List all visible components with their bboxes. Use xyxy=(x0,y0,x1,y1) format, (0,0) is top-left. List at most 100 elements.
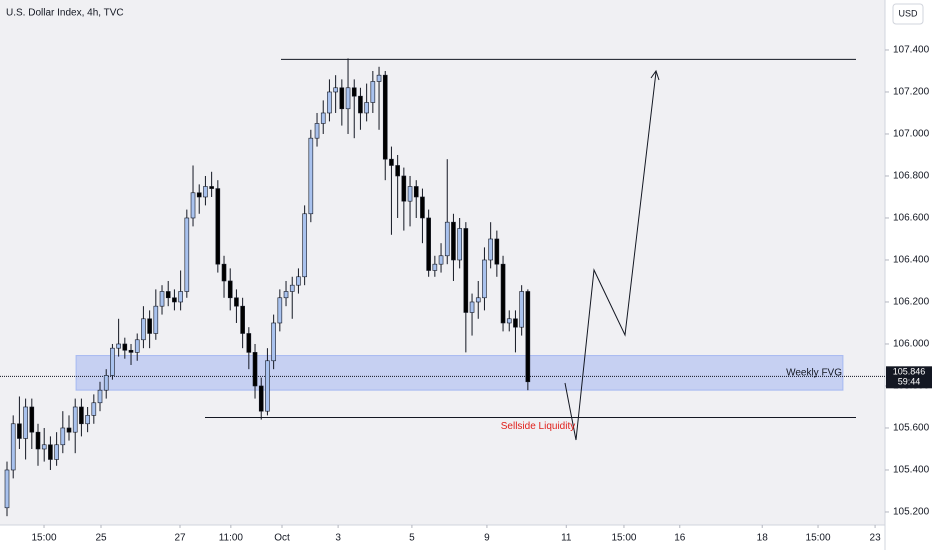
price-badge xyxy=(886,366,932,389)
candle-body xyxy=(79,406,84,425)
projection-path xyxy=(564,71,657,441)
countdown: 59:44 xyxy=(898,377,921,387)
y-tick-label: 106.000 xyxy=(893,339,930,350)
candle-body xyxy=(451,221,456,261)
candle-body xyxy=(376,74,382,82)
candle-body xyxy=(29,406,35,433)
x-tick-label: 5 xyxy=(409,533,415,544)
candle-body xyxy=(289,284,295,292)
candle-body xyxy=(116,343,121,349)
candle-body xyxy=(60,427,66,446)
candle-body xyxy=(339,87,345,110)
y-tick-label: 107.400 xyxy=(893,45,930,56)
candle-body xyxy=(519,291,524,328)
x-tick-label: 27 xyxy=(174,533,186,544)
chart-title: U.S. Dollar Index, 4h, TVC xyxy=(6,8,124,19)
candle-body xyxy=(370,81,376,103)
candle-body xyxy=(345,87,351,110)
candle-body xyxy=(252,352,258,387)
candle-body xyxy=(234,297,239,307)
candle-body xyxy=(196,192,202,198)
y-tick-label: 105.600 xyxy=(893,423,930,434)
candle-body xyxy=(240,305,245,334)
candle-body xyxy=(122,343,128,351)
candle-body xyxy=(506,318,512,324)
candle-body xyxy=(320,112,326,124)
candle-body xyxy=(54,444,59,460)
x-tick-label: Oct xyxy=(274,533,290,544)
y-tick-label: 106.600 xyxy=(893,213,930,224)
x-tick-label: 23 xyxy=(870,533,882,544)
x-tick-label: 15:00 xyxy=(32,533,57,544)
candle-body xyxy=(203,186,208,198)
candle-body xyxy=(525,291,531,383)
candle-body xyxy=(66,427,72,433)
candle-body xyxy=(407,186,413,202)
projection-arrowhead xyxy=(650,69,660,81)
candle-body xyxy=(413,186,419,198)
candle-body xyxy=(209,186,214,189)
currency-box[interactable] xyxy=(892,3,924,25)
candle-body xyxy=(128,349,134,353)
candle-body xyxy=(258,385,264,412)
candle-body xyxy=(190,192,196,219)
candle-body xyxy=(382,74,388,160)
candle-body xyxy=(308,137,314,215)
candle-body xyxy=(469,301,475,313)
candle-body xyxy=(482,259,487,299)
candle-body xyxy=(85,415,90,425)
y-tick-label: 106.200 xyxy=(893,297,930,308)
candle-body xyxy=(401,175,407,202)
candle-body xyxy=(302,213,307,278)
sellside-label: Sellside Liquidity xyxy=(501,421,576,432)
y-tick-label: 106.400 xyxy=(893,255,930,266)
candle-body xyxy=(110,347,115,376)
candle-body xyxy=(389,158,394,166)
candle-body xyxy=(147,318,152,334)
x-tick-label: 15:00 xyxy=(611,533,636,544)
x-tick-label: 11 xyxy=(561,533,572,544)
x-tick-label: 9 xyxy=(484,533,490,544)
candle-body xyxy=(513,318,518,328)
candle-body xyxy=(221,263,227,282)
candle-body xyxy=(494,238,500,265)
x-tick-label: 15:00 xyxy=(806,533,831,544)
candle-body xyxy=(10,423,16,471)
y-tick-label: 106.800 xyxy=(893,171,930,182)
candle-body xyxy=(333,87,338,93)
candle-body xyxy=(227,280,233,299)
candle-body xyxy=(444,221,450,257)
candle-body xyxy=(91,402,97,416)
candle-body xyxy=(271,322,276,362)
candle-body xyxy=(265,360,270,412)
x-tick-label: 16 xyxy=(674,533,686,544)
candle-body xyxy=(103,375,109,391)
candle-body xyxy=(72,406,78,433)
fvg-zone xyxy=(75,355,844,391)
candle-body xyxy=(141,318,146,341)
y-tick-label: 107.200 xyxy=(893,87,930,98)
currency[interactable]: USD xyxy=(898,8,918,18)
candle-body xyxy=(35,431,41,450)
candle-body xyxy=(475,297,481,303)
candle-body xyxy=(351,87,357,97)
candle-body xyxy=(184,217,190,292)
candle-body xyxy=(17,423,22,439)
candle-body xyxy=(23,406,28,439)
candle-body xyxy=(246,333,252,353)
x-tick-label: 11:00 xyxy=(219,533,244,544)
candle-body xyxy=(283,291,289,299)
x-tick-label: 25 xyxy=(95,533,107,544)
candle-body xyxy=(463,228,469,313)
x-tick-label: 18 xyxy=(757,533,769,544)
y-tick-label: 105.400 xyxy=(893,465,930,476)
candle-body xyxy=(215,188,221,265)
candle-body xyxy=(314,123,320,139)
candle-body xyxy=(165,291,171,299)
time-axis xyxy=(0,525,885,550)
candle-body xyxy=(358,95,363,114)
candle-body xyxy=(159,291,165,307)
fvg-label: Weekly FVG xyxy=(786,367,842,378)
y-tick-label: 105.200 xyxy=(893,507,930,518)
price-label: 105.846 xyxy=(893,367,926,377)
